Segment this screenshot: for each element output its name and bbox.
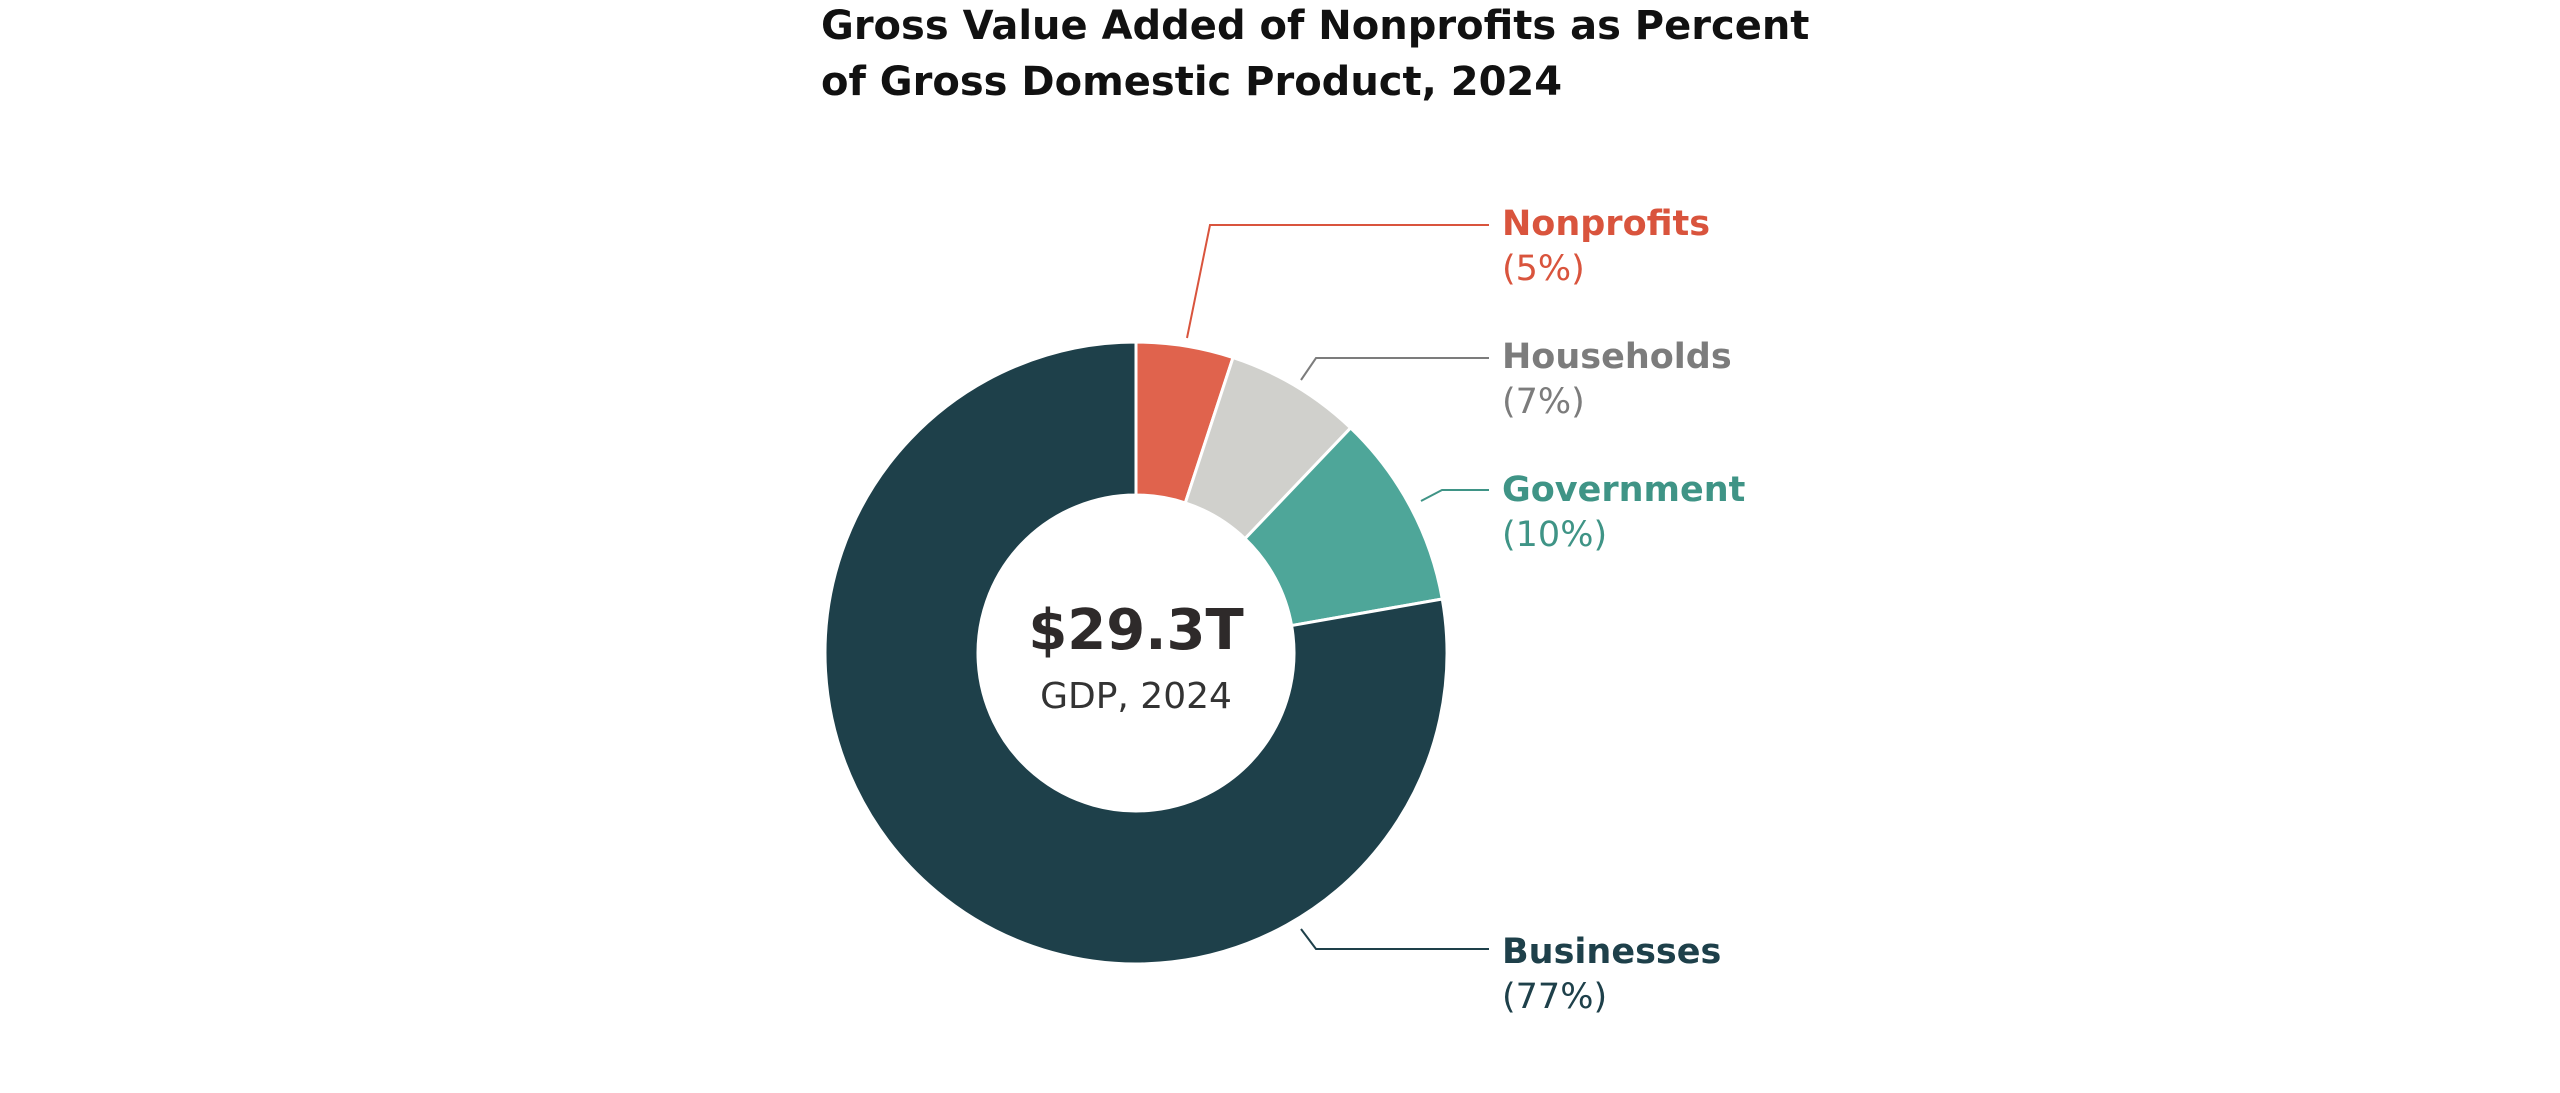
legend-label: Nonprofits (1502, 204, 1710, 244)
leader-line (1300, 928, 1489, 950)
data-label: (5%) (1502, 249, 1585, 289)
chart-title: Gross Value Added of Nonprofits as Perce… (821, 3, 1809, 49)
center-label: $29.3T (1028, 598, 1243, 663)
leader-line (1186, 224, 1489, 339)
legend-label: Households (1502, 337, 1732, 377)
legend-label: Government (1502, 470, 1745, 510)
legend-label: Businesses (1502, 932, 1721, 972)
data-label: (7%) (1502, 382, 1585, 422)
leader-line (1300, 357, 1489, 381)
slice (823, 340, 1449, 966)
center-sublabel: GDP, 2024 (1040, 676, 1232, 717)
data-label: (77%) (1502, 977, 1607, 1017)
leader-line (1420, 489, 1489, 502)
chart-title: of Gross Domestic Product, 2024 (821, 59, 1562, 105)
donut (823, 340, 1449, 966)
data-label: (10%) (1502, 515, 1607, 555)
